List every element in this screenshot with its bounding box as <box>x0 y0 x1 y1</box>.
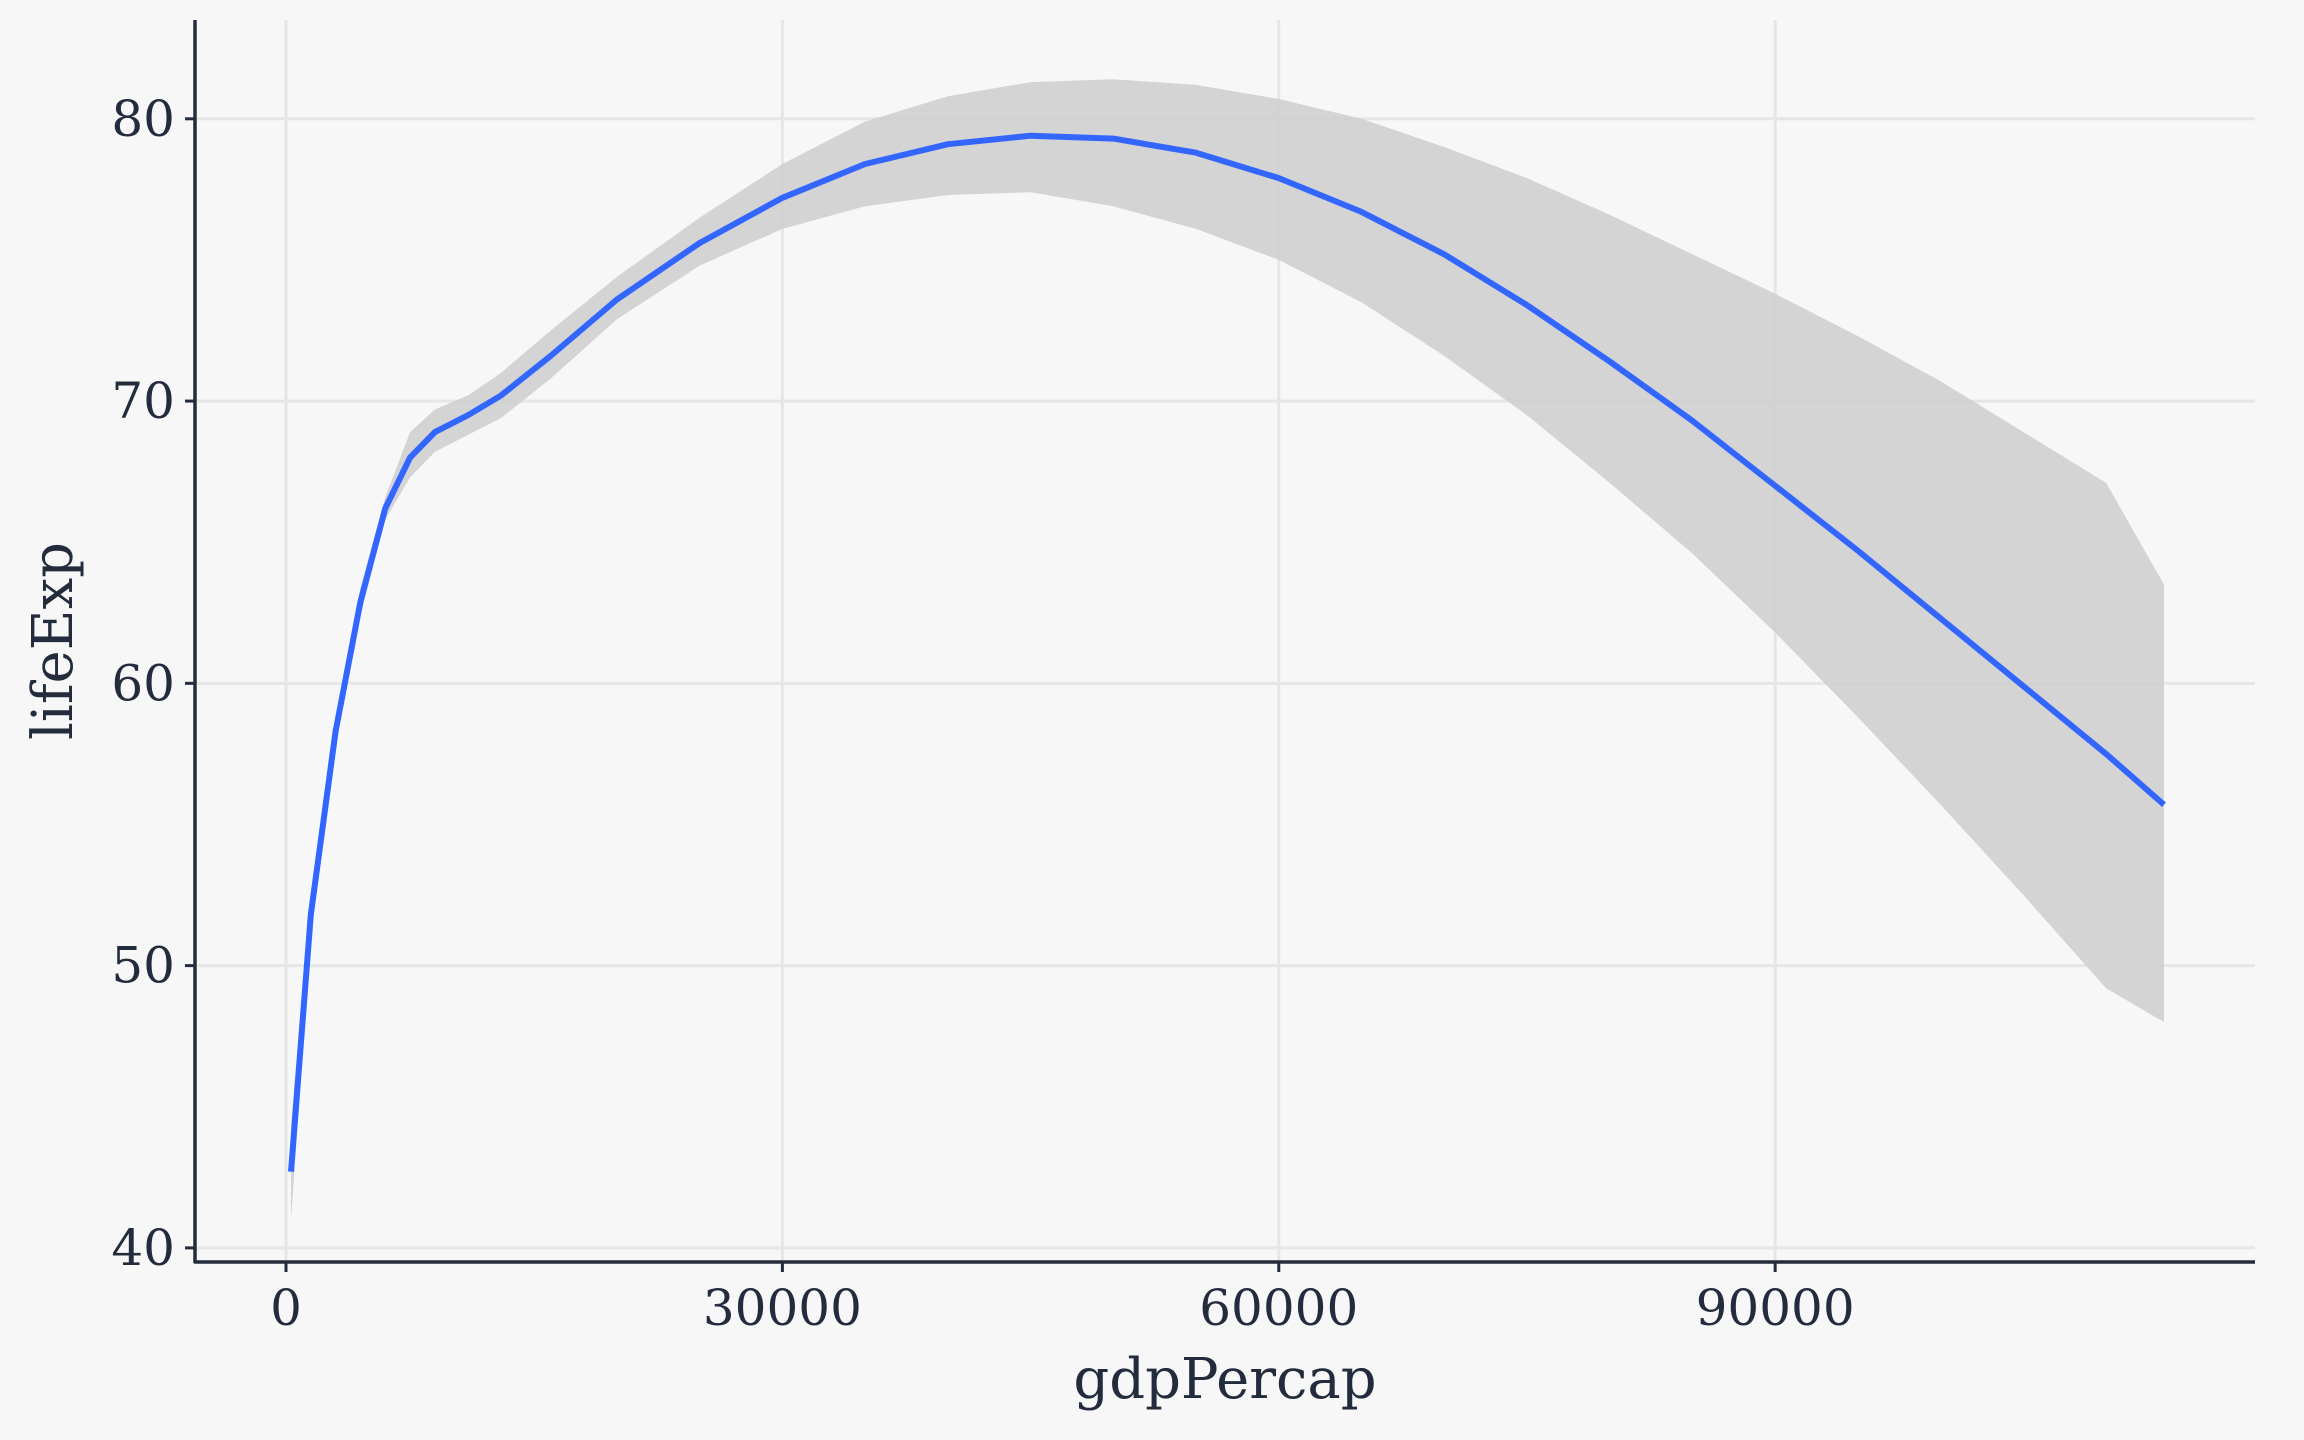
y-tick-label-3: 70 <box>111 372 175 430</box>
y-tick-label-1: 50 <box>111 937 175 995</box>
y-tick-label-4: 80 <box>111 90 175 148</box>
y-tick-label-0: 40 <box>111 1219 175 1277</box>
x-tick-label-3: 90000 <box>1696 1279 1855 1337</box>
y-axis-title: lifeExp <box>21 542 86 740</box>
x-tick-label-0: 0 <box>270 1279 302 1337</box>
trend-line <box>288 132 2166 1172</box>
y-axis-ticks: 40 50 60 70 80 <box>111 90 195 1277</box>
x-tick-label-2: 60000 <box>1199 1279 1358 1337</box>
confidence-ribbon <box>291 79 2164 1220</box>
x-tick-label-1: 30000 <box>703 1279 862 1337</box>
x-axis-ticks: 0 30000 60000 90000 <box>270 1262 1855 1337</box>
y-tick-label-2: 60 <box>111 654 175 712</box>
x-axis-title: gdpPercap <box>1073 1347 1376 1412</box>
